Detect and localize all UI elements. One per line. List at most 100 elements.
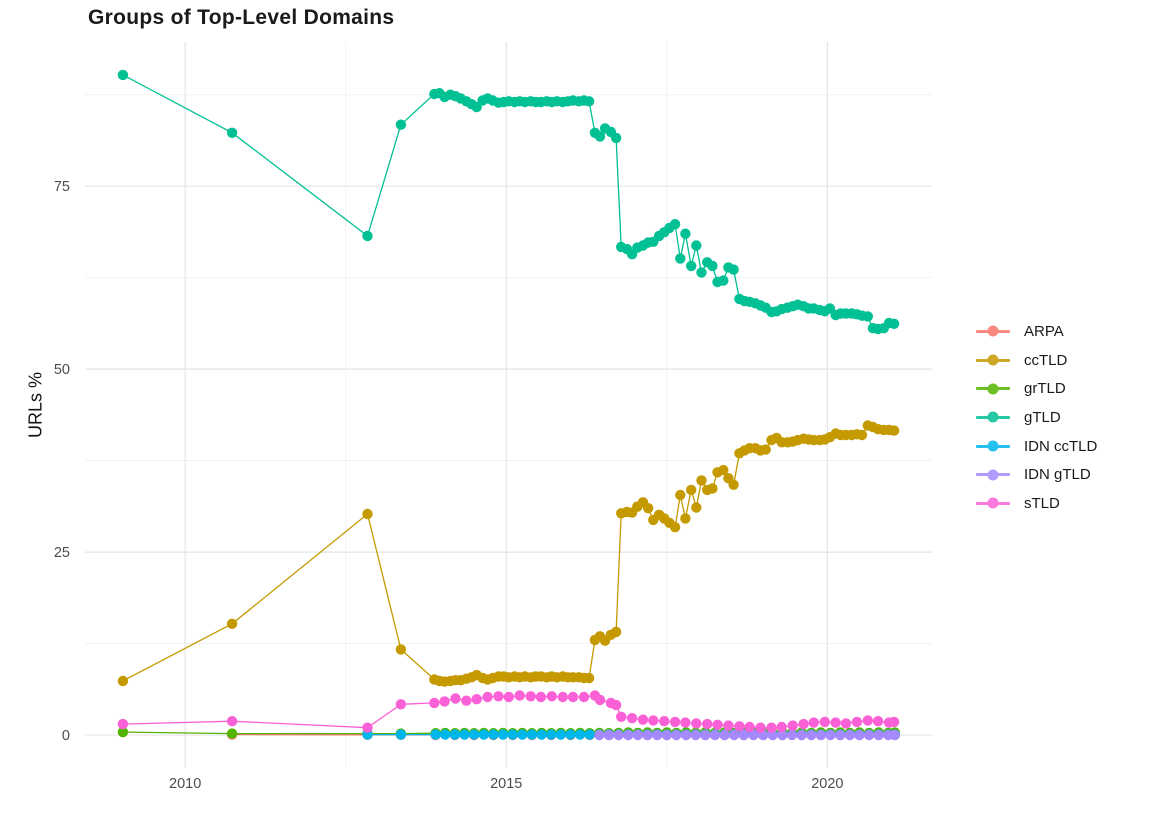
data-point-gTLD [696,267,707,278]
legend-key-line [976,383,1010,395]
data-point-sTLD [461,695,472,706]
data-point-IDN-gTLD [786,729,798,741]
data-point-ccTLD [669,522,681,533]
data-point-sTLD [744,721,755,733]
data-point-sTLD [734,721,745,732]
data-point-gTLD [362,230,373,242]
data-point-IDN-gTLD [594,729,605,741]
legend-key-line [976,469,1010,481]
data-point-ccTLD [395,644,407,655]
data-point-sTLD [567,691,579,703]
data-point-IDN-gTLD [661,729,672,741]
data-point-sTLD [514,690,525,701]
data-point-IDN-gTLD [613,729,624,741]
data-point-IDN-gTLD [719,729,730,741]
data-point-ccTLD [583,672,595,684]
data-point-IDN-gTLD [642,729,653,741]
data-point-IDN-gTLD [690,729,701,741]
legend-key-line [976,354,1010,366]
data-point-sTLD [637,714,649,725]
data-point-sTLD [659,716,670,727]
data-point-sTLD [493,691,504,702]
data-point-sTLD [610,699,622,711]
legend-label: grTLD [1024,380,1066,398]
data-point-sTLD [117,718,129,730]
data-point-sTLD [723,720,734,731]
data-point-sTLD [808,717,819,728]
data-point-ccTLD [888,425,900,436]
data-point-sTLD [851,716,863,728]
legend: ARPA ccTLD grTLD gTLD IDN ccTLD IDN gTLD sTLD [976,317,1097,518]
data-point-IDN-gTLD [729,729,740,741]
legend-key-dot [987,440,999,452]
data-point-gTLD [691,240,702,251]
data-point-sTLD [503,691,514,703]
data-point-sTLD [535,691,547,703]
data-point-IDN-gTLD [632,729,644,741]
data-point-IDN-gTLD [825,729,836,741]
data-point-sTLD [830,717,841,728]
data-point-sTLD [755,722,766,733]
legend-key-line [976,411,1010,423]
legend-item-IDN-gTLD: IDN gTLD [976,460,1097,489]
data-point-gTLD [594,131,606,142]
data-point-IDN-gTLD [873,729,884,741]
legend-key-dot [987,325,999,337]
legend-item-sTLD: sTLD [976,489,1097,518]
data-point-ccTLD [760,444,771,455]
legend-label: IDN ccTLD [1024,437,1098,455]
data-point-ccTLD [675,489,686,501]
legend-key-dot [987,497,999,509]
data-point-IDN-gTLD [623,729,634,741]
legend-key-line [976,440,1010,452]
data-point-gTLD [686,260,697,272]
data-point-IDN-ccTLD [497,729,509,740]
data-point-IDN-gTLD [889,729,900,741]
data-point-IDN-gTLD [844,729,855,741]
data-point-IDN-gTLD [709,729,721,741]
legend-label: sTLD [1024,494,1060,512]
data-point-ccTLD [686,484,697,496]
legend-key-dot [987,411,999,423]
legend-item-IDN-ccTLD: IDN ccTLD [976,432,1097,461]
data-point-IDN-ccTLD [517,729,528,740]
data-point-sTLD [872,716,884,727]
data-point-IDN-gTLD [671,729,682,741]
y-tick-label: 50 [54,362,70,378]
data-point-sTLD [546,691,557,702]
data-point-IDN-ccTLD [584,729,595,740]
data-point-sTLD [439,696,450,707]
data-point-gTLD [718,275,729,286]
data-point-sTLD [557,691,568,703]
data-point-IDN-gTLD [815,729,827,741]
data-point-sTLD [482,691,493,703]
data-point-sTLD [691,718,702,729]
data-point-IDN-gTLD [777,729,788,741]
data-point-IDN-ccTLD [536,729,547,740]
data-point-IDN-ccTLD [565,729,576,740]
data-point-gTLD [728,264,739,275]
data-point-IDN-ccTLD [574,729,586,740]
data-point-sTLD [702,718,713,730]
data-point-IDN-ccTLD [507,729,518,740]
data-point-IDN-ccTLD [459,729,470,740]
legend-label: ccTLD [1024,351,1068,369]
data-point-ccTLD [643,503,654,514]
legend-label: gTLD [1024,408,1061,426]
data-point-sTLD [819,716,830,728]
data-point-sTLD [525,691,536,702]
data-point-IDN-gTLD [863,729,875,741]
data-point-sTLD [594,694,606,706]
data-point-sTLD [840,718,852,729]
data-point-ccTLD [362,508,373,520]
data-point-IDN-ccTLD [546,729,557,740]
data-point-ccTLD [696,475,707,486]
data-point-sTLD [450,693,461,704]
data-point-sTLD [226,716,238,727]
data-point-ccTLD [728,479,739,490]
legend-item-ccTLD: ccTLD [976,346,1097,375]
legend-item-gTLD: gTLD [976,403,1097,432]
data-point-IDN-gTLD [854,729,865,741]
data-point-sTLD [787,720,798,731]
